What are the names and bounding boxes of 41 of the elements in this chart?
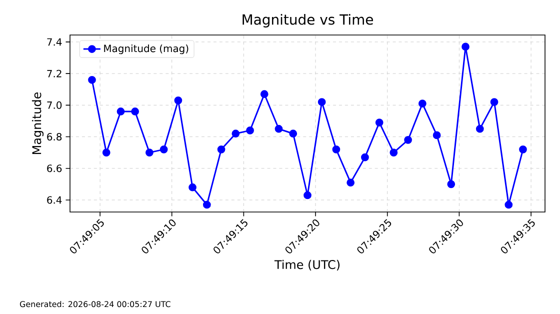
y-tick-label: 6.6 <box>47 164 62 172</box>
point <box>146 148 154 157</box>
point <box>88 76 96 84</box>
y-tick-label: 6.8 <box>47 132 62 141</box>
y-tick-label: 6.4 <box>47 196 62 204</box>
point <box>361 153 369 162</box>
point <box>116 108 125 116</box>
point <box>274 124 283 133</box>
point <box>332 145 340 154</box>
point <box>476 124 484 133</box>
point <box>102 148 110 157</box>
point <box>131 108 140 116</box>
x-axis-title: Time (UTC) <box>274 260 340 270</box>
point <box>447 180 456 188</box>
point <box>232 130 240 138</box>
point <box>289 130 298 138</box>
point <box>418 100 426 108</box>
legend-label: Magnitude (mag) <box>104 44 188 54</box>
point <box>375 118 384 126</box>
point <box>202 200 211 209</box>
point <box>174 96 182 104</box>
point <box>246 126 254 134</box>
point <box>504 200 513 209</box>
y-axis-title: Magnitude <box>32 92 44 154</box>
chart-title: Magnitude vs Time <box>242 14 373 28</box>
y-tick-label: 7.2 <box>47 70 62 78</box>
point <box>404 136 412 144</box>
point <box>519 145 527 154</box>
point <box>346 178 355 187</box>
point <box>217 145 226 154</box>
y-tick-label: 7.4 <box>47 38 62 46</box>
point <box>490 98 498 106</box>
point <box>188 183 196 192</box>
point <box>432 131 441 140</box>
point <box>160 145 168 154</box>
point <box>318 98 326 106</box>
y-tick-label: 7.0 <box>47 101 62 109</box>
point <box>260 90 268 98</box>
point <box>304 191 312 200</box>
point <box>390 148 398 157</box>
point <box>462 42 470 51</box>
